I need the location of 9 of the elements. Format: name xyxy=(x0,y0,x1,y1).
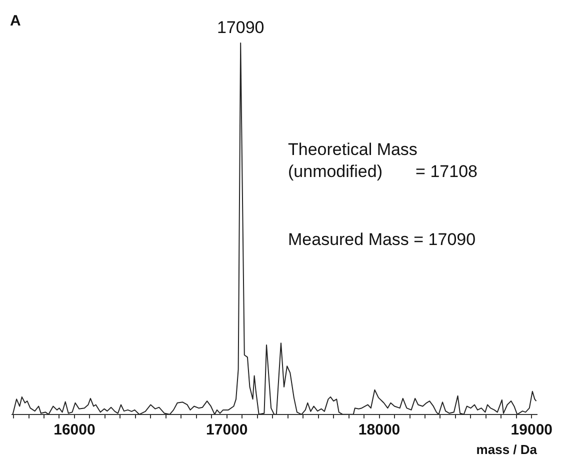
annotation: 17090 xyxy=(216,18,264,38)
annotation: Theoretical Mass (unmodified) = 17108 xyxy=(288,140,478,182)
x-tick-label: 19000 xyxy=(510,422,553,439)
x-tick-label: 16000 xyxy=(54,422,96,439)
text: A xyxy=(10,12,21,30)
x-tick-label: 17000 xyxy=(206,422,248,439)
x-axis-title: mass / Da xyxy=(476,442,538,457)
x-tick-label: 18000 xyxy=(358,422,400,439)
annotation: Measured Mass = 17090 xyxy=(288,230,476,250)
